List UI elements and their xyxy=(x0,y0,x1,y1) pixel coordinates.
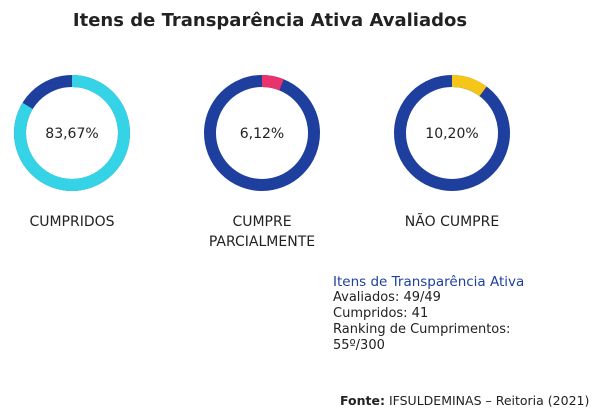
source: Fonte: IFSULDEMINAS – Reitoria (2021) xyxy=(340,393,589,408)
info-line: Cumpridos: 41 xyxy=(333,306,429,321)
category-label: CUMPRIDOS xyxy=(29,214,115,230)
info-line: 55º/300 xyxy=(333,338,385,353)
value-label: 10,20% xyxy=(425,126,478,142)
title: Itens de Transparência Ativa Avaliados xyxy=(72,10,468,31)
donut-arc xyxy=(14,75,130,191)
category-label: NÃO CUMPRE xyxy=(404,214,500,230)
category-label: CUMPRE PARCIALMENTE xyxy=(208,214,316,250)
source-text: IFSULDEMINAS – Reitoria (2021) xyxy=(388,393,590,408)
info-line: Ranking de Cumprimentos: xyxy=(333,322,511,337)
donut-arc xyxy=(394,75,510,191)
info-box: Itens de Transparência Ativa Avaliados: … xyxy=(333,274,524,354)
source-label: Fonte: xyxy=(340,393,385,408)
value-label: 6,12% xyxy=(240,126,284,142)
info-line: Avaliados: 49/49 xyxy=(333,290,441,305)
info-heading: Itens de Transparência Ativa xyxy=(333,274,525,290)
value-label: 83,67% xyxy=(45,126,98,142)
donut-arc xyxy=(204,75,320,191)
